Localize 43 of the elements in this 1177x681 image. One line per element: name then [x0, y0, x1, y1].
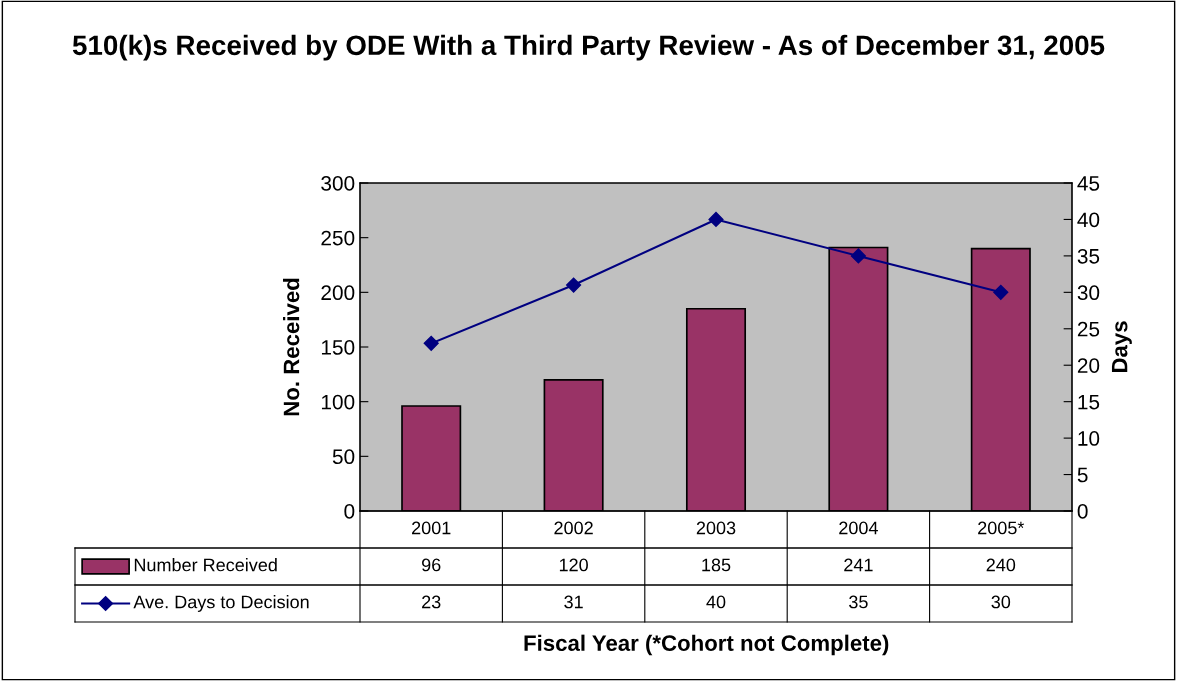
x-tick-label: 2005*	[978, 521, 1025, 535]
data-label: 35	[849, 595, 868, 609]
y2-tick-label: 30	[1077, 285, 1100, 301]
point	[566, 277, 582, 293]
point	[850, 248, 866, 264]
y-tick-label: 50	[332, 449, 355, 465]
y2-tick-label: 0	[1077, 504, 1088, 519]
y2-tick-label: 45	[1077, 176, 1100, 191]
legend-label: Ave. Days to Decision	[133, 595, 309, 612]
data-label: 241	[844, 558, 873, 572]
y-tick-label: 150	[321, 340, 355, 355]
data-label: 40	[706, 595, 726, 609]
y2-tick-label: 15	[1078, 394, 1100, 410]
data-label: 31	[564, 595, 583, 609]
x-tick-label: 2003	[696, 521, 736, 535]
point	[993, 284, 1009, 300]
y2-tick-label: 10	[1078, 431, 1100, 446]
data-label: 185	[702, 558, 731, 572]
x-tick-label: 2004	[839, 521, 878, 535]
point	[708, 211, 724, 228]
y-axis-title: No. Received	[283, 278, 300, 416]
point	[423, 335, 439, 351]
chart-title: 510(k)s Received by ODE With a Third Party Review - As of December 31, 2005	[72, 34, 1105, 61]
data-label: 30	[991, 595, 1011, 609]
data-label: 240	[986, 558, 1016, 572]
x-axis-title: Fiscal Year (*Cohort not Complete)	[524, 634, 889, 656]
y2-tick-label: 25	[1077, 321, 1100, 337]
y-tick-label: 300	[321, 176, 355, 191]
y2-tick-label: 20	[1077, 358, 1100, 373]
y-tick-label: 250	[321, 230, 355, 246]
x-tick-label: 2001	[412, 521, 451, 535]
y2-tick-label: 40	[1077, 212, 1100, 228]
y-tick-label: 0	[344, 504, 355, 519]
y2-tick-label: 35	[1077, 248, 1100, 264]
y-tick-label: 200	[321, 285, 355, 301]
data-label: 96	[422, 558, 441, 572]
x-tick-label: 2002	[554, 521, 593, 535]
data-label: 120	[559, 558, 588, 572]
legend-label: Number Received	[134, 558, 277, 572]
data-label: 23	[422, 595, 441, 609]
y2-axis-title: Days	[1111, 321, 1132, 373]
y2-tick-label: 5	[1077, 467, 1088, 483]
y-tick-label: 100	[321, 394, 355, 410]
